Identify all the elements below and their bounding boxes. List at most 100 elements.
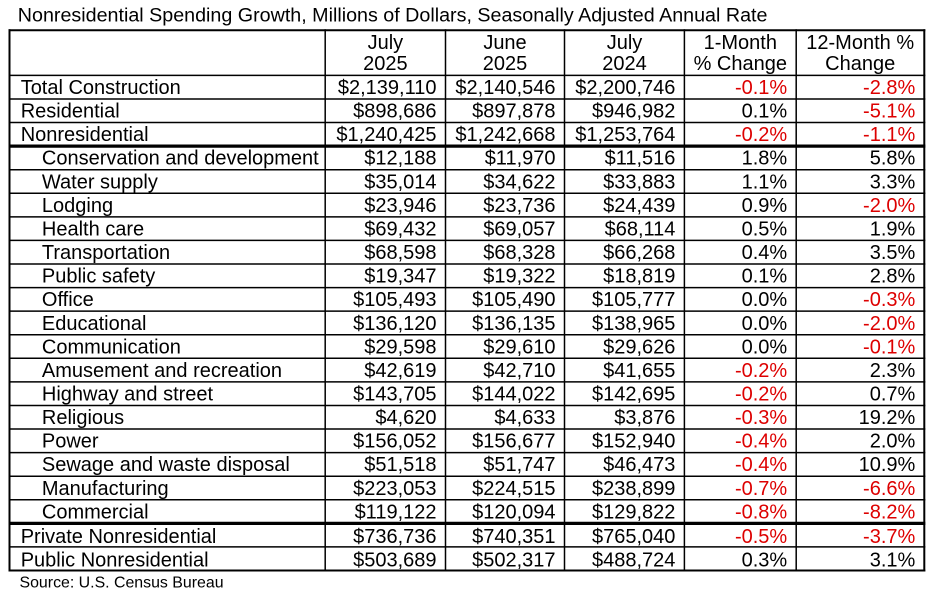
svg-text:-0.2%: -0.2% (735, 360, 787, 382)
svg-text:-5.1%: -5.1% (863, 101, 915, 123)
svg-text:$898,686: $898,686 (353, 101, 436, 123)
svg-text:$12,188: $12,188 (364, 148, 436, 170)
svg-text:1.1%: 1.1% (742, 171, 788, 193)
svg-text:$156,677: $156,677 (472, 431, 555, 453)
svg-text:Commercial: Commercial (42, 501, 149, 523)
svg-text:Water supply: Water supply (42, 171, 158, 193)
svg-text:$105,490: $105,490 (472, 289, 555, 311)
svg-text:$238,899: $238,899 (592, 478, 675, 500)
svg-text:$69,057: $69,057 (483, 219, 555, 241)
svg-text:Power: Power (42, 431, 99, 453)
svg-text:$11,970: $11,970 (485, 148, 556, 170)
svg-text:$3,876: $3,876 (614, 407, 675, 429)
svg-text:Office: Office (42, 289, 94, 311)
svg-text:$136,120: $136,120 (353, 313, 436, 335)
svg-text:Nonresidential Spending Growth: Nonresidential Spending Growth, Millions… (18, 4, 768, 26)
svg-text:Educational: Educational (42, 313, 147, 335)
svg-text:-0.3%: -0.3% (735, 407, 787, 429)
svg-text:-0.2%: -0.2% (735, 384, 787, 406)
svg-text:-2.0%: -2.0% (863, 195, 915, 217)
svg-text:$1,240,425: $1,240,425 (336, 124, 436, 146)
svg-text:Residential: Residential (21, 101, 120, 123)
svg-text:$2,140,546: $2,140,546 (455, 77, 555, 99)
svg-text:Source: U.S. Census Bureau: Source: U.S. Census Bureau (20, 574, 224, 591)
svg-text:Public Nonresidential: Public Nonresidential (21, 550, 209, 572)
svg-text:$136,135: $136,135 (472, 313, 555, 335)
svg-text:$224,515: $224,515 (472, 478, 555, 500)
svg-text:$24,439: $24,439 (603, 195, 675, 217)
svg-text:12-Month %: 12-Month % (806, 32, 914, 54)
svg-text:$897,878: $897,878 (472, 101, 555, 123)
svg-text:$120,094: $120,094 (472, 501, 555, 523)
svg-text:-0.1%: -0.1% (735, 77, 787, 99)
svg-text:$740,351: $740,351 (472, 526, 555, 548)
svg-text:-0.4%: -0.4% (735, 454, 787, 476)
svg-text:$144,022: $144,022 (472, 384, 555, 406)
svg-text:$19,322: $19,322 (483, 266, 555, 288)
svg-text:-2.0%: -2.0% (863, 313, 915, 335)
svg-text:0.9%: 0.9% (742, 195, 788, 217)
svg-text:$11,516: $11,516 (605, 148, 676, 170)
svg-text:-0.7%: -0.7% (735, 478, 787, 500)
svg-text:2.0%: 2.0% (870, 431, 916, 453)
svg-text:0.0%: 0.0% (742, 336, 788, 358)
svg-text:$35,014: $35,014 (364, 171, 436, 193)
svg-text:$18,819: $18,819 (603, 266, 675, 288)
svg-text:0.0%: 0.0% (742, 289, 788, 311)
svg-text:July: July (368, 32, 404, 54)
svg-text:$129,822: $129,822 (592, 501, 675, 523)
svg-text:$142,695: $142,695 (592, 384, 675, 406)
svg-text:$4,633: $4,633 (494, 407, 555, 429)
svg-text:3.5%: 3.5% (870, 242, 916, 264)
svg-text:$2,200,746: $2,200,746 (575, 77, 675, 99)
svg-text:$46,473: $46,473 (603, 454, 675, 476)
svg-text:$23,946: $23,946 (364, 195, 436, 217)
svg-text:0.7%: 0.7% (870, 384, 916, 406)
svg-text:$34,622: $34,622 (483, 171, 555, 193)
svg-text:Private Nonresidential: Private Nonresidential (21, 526, 217, 548)
svg-text:3.3%: 3.3% (870, 171, 916, 193)
svg-text:July: July (607, 32, 643, 54)
svg-text:June: June (483, 32, 526, 54)
svg-text:$119,122: $119,122 (355, 501, 437, 523)
svg-text:Nonresidential: Nonresidential (21, 124, 149, 146)
svg-text:0.1%: 0.1% (742, 266, 788, 288)
svg-text:Highway and street: Highway and street (42, 384, 214, 406)
svg-text:$69,432: $69,432 (364, 219, 436, 241)
svg-text:-6.6%: -6.6% (863, 478, 915, 500)
svg-text:Religious: Religious (42, 407, 124, 429)
svg-text:% Change: % Change (694, 53, 787, 75)
svg-text:10.9%: 10.9% (859, 454, 916, 476)
svg-text:$1,242,668: $1,242,668 (455, 124, 555, 146)
svg-text:$51,747: $51,747 (483, 454, 555, 476)
svg-text:-8.2%: -8.2% (863, 501, 915, 523)
svg-text:Conservation and development: Conservation and development (42, 148, 319, 170)
svg-text:$68,114: $68,114 (605, 219, 676, 241)
svg-text:3.1%: 3.1% (870, 550, 916, 572)
svg-text:$29,598: $29,598 (364, 336, 436, 358)
svg-text:$19,347: $19,347 (364, 266, 436, 288)
svg-text:$736,736: $736,736 (353, 526, 436, 548)
svg-text:$42,619: $42,619 (364, 360, 436, 382)
svg-text:19.2%: 19.2% (859, 407, 916, 429)
svg-text:2.8%: 2.8% (870, 266, 916, 288)
svg-text:$51,518: $51,518 (364, 454, 436, 476)
svg-text:$68,328: $68,328 (483, 242, 555, 264)
svg-text:$29,610: $29,610 (483, 336, 555, 358)
svg-text:$2,139,110: $2,139,110 (338, 77, 437, 99)
svg-text:Manufacturing: Manufacturing (42, 478, 169, 500)
svg-text:$946,982: $946,982 (592, 101, 675, 123)
svg-text:1.9%: 1.9% (870, 219, 916, 241)
svg-text:Public safety: Public safety (42, 266, 155, 288)
svg-text:$105,777: $105,777 (592, 289, 675, 311)
svg-text:$105,493: $105,493 (353, 289, 436, 311)
svg-text:0.1%: 0.1% (742, 101, 788, 123)
svg-text:-0.3%: -0.3% (863, 289, 915, 311)
svg-text:-3.7%: -3.7% (863, 526, 915, 548)
svg-text:Health care: Health care (42, 219, 144, 241)
svg-text:$503,689: $503,689 (353, 550, 436, 572)
svg-text:Transportation: Transportation (42, 242, 170, 264)
svg-text:$502,317: $502,317 (472, 550, 555, 572)
svg-text:$1,253,764: $1,253,764 (575, 124, 675, 146)
svg-text:$4,620: $4,620 (375, 407, 436, 429)
